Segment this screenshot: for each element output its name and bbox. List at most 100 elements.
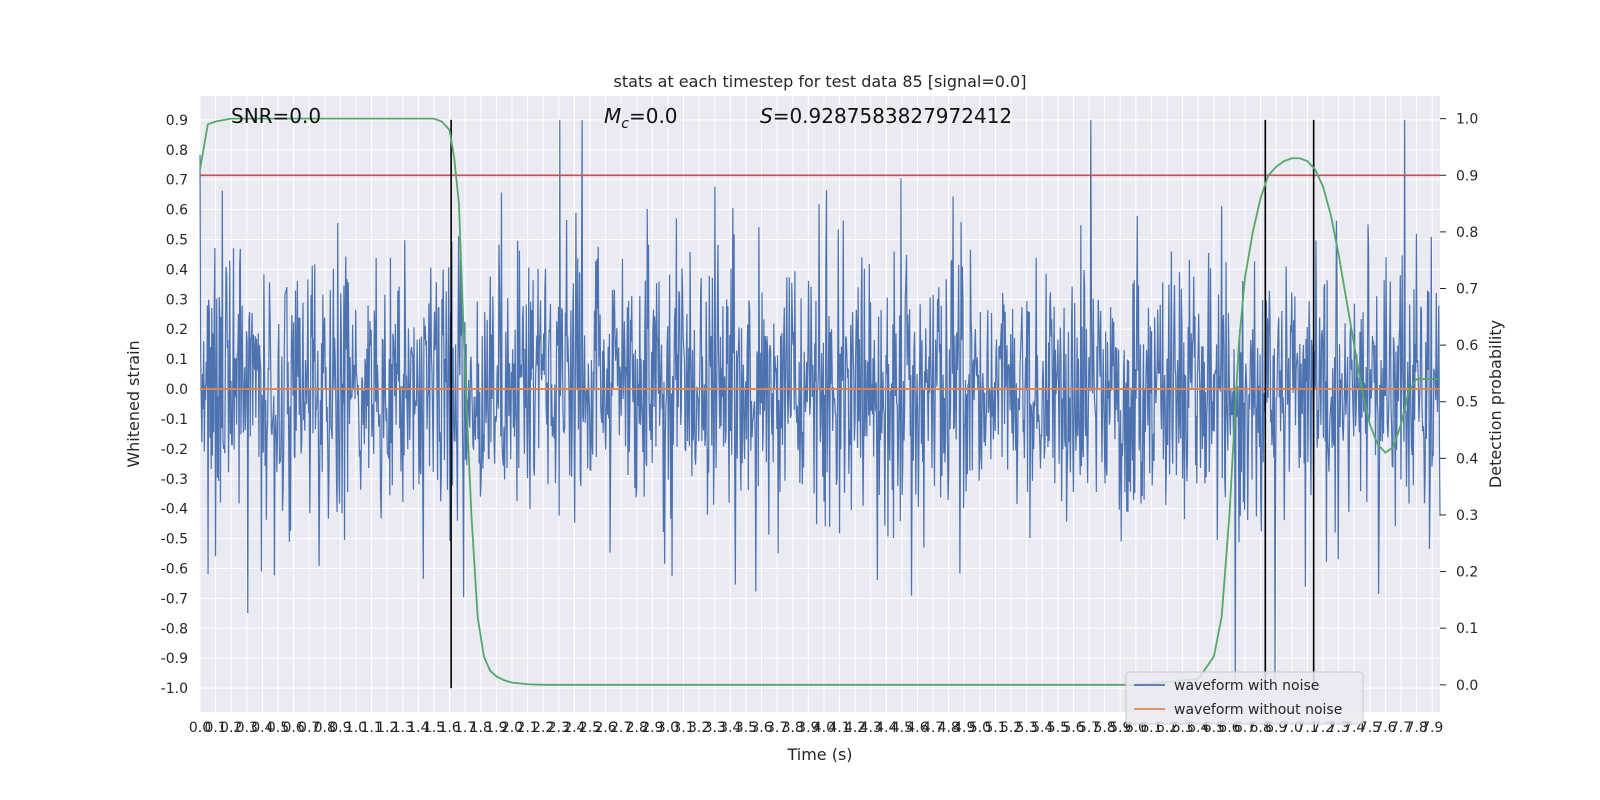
x-tick-label: 3.8 [782,720,804,736]
x-tick-label: 3.6 [750,720,772,736]
x-tick-label: 2.7 [610,720,632,736]
x-tick-label: 5.8 [1094,720,1116,736]
y2-tick-label: 0.4 [1456,451,1478,467]
y-tick-label: -0.8 [161,621,188,637]
x-tick-label: 4.5 [891,720,913,736]
x-tick-label: 3.9 [797,720,819,736]
x-tick-label: 4.7 [922,720,944,736]
y-tick-label: 0.8 [166,143,188,159]
x-tick-label: 3.1 [672,720,694,736]
x-tick-label: 2.8 [626,720,648,736]
x-tick-label: 2.3 [548,720,570,736]
x-tick-label: 1.6 [438,720,460,736]
y-tick-label: -1.0 [161,681,188,697]
x-tick-label: 7.7 [1390,720,1412,736]
x-tick-label: 0.9 [329,720,351,736]
x-tick-label: 7.6 [1374,720,1396,736]
y-tick-label: -0.5 [161,532,188,548]
x-tick-label: 4.8 [938,720,960,736]
chirp-mass-annotation: Mc=0.0 [604,104,678,132]
y-tick-label: -0.7 [161,591,188,607]
x-tick-label: 3.4 [719,720,741,736]
x-tick-label: 0.1 [204,720,226,736]
y-tick-label: 0.0 [166,382,188,398]
x-tick-label: 3.0 [657,720,679,736]
x-tick-label: 5.3 [1016,720,1038,736]
x-tick-label: 4.6 [906,720,928,736]
x-tick-label: 0.0 [189,720,211,736]
x-tick-label: 1.8 [470,720,492,736]
x-tick-label: 4.3 [860,720,882,736]
y-tick-label: 0.4 [166,262,188,278]
y-tick-label: 0.2 [166,322,188,338]
legend-box [1125,671,1364,725]
x-tick-label: 1.0 [345,720,367,736]
x-tick-label: 7.9 [1421,720,1443,736]
y-tick-label: 0.3 [166,292,188,308]
x-tick-label: 0.8 [314,720,336,736]
x-tick-label: 5.6 [1062,720,1084,736]
y-tick-labels: 0.9 0.8 0.7 0.6 0.5 0.4 0.3 0.2 0.1 0.0 -0.1 -0.2 -0… [161,113,188,697]
x-tick-label: 2.9 [641,720,663,736]
x-tick-label: 2.5 [579,720,601,736]
x-tick-label: 1.4 [407,720,429,736]
x-tick-label: 0.2 [220,720,242,736]
y-tick-label: 0.1 [166,352,188,368]
x-tick-label: 0.7 [298,720,320,736]
x-tick-label: 1.1 [360,720,382,736]
y2-tick-label: 0.6 [1456,338,1478,354]
x-tick-label: 0.3 [236,720,258,736]
y-tick-label: -0.2 [161,442,188,458]
y2-tick-labels: 1.0 0.9 0.8 0.7 0.6 0.5 0.4 0.3 0.2 0.1 0.0 [1440,112,1478,694]
x-tick-label: 1.9 [485,720,507,736]
y-tick-label: -0.9 [161,651,188,667]
y-tick-label: -0.6 [161,561,188,577]
x-tick-label: 3.7 [766,720,788,736]
x-tick-label: 2.4 [563,720,585,736]
legend-label-clean: waveform without noise [1174,702,1342,718]
y-tick-label: 0.9 [166,113,188,129]
x-tick-label: 5.7 [1078,720,1100,736]
x-tick-label: 7.8 [1405,720,1427,736]
y-tick-label: -0.1 [161,412,188,428]
x-tick-label: 4.4 [875,720,897,736]
y-tick-label: -0.3 [161,472,188,488]
y2-tick-label: 0.7 [1456,282,1478,298]
x-tick-label: 1.3 [392,720,414,736]
legend: waveform with noise waveform without noi… [1125,671,1364,725]
x-tick-label: 5.5 [1047,720,1069,736]
y2-axis-label: Detection probability [1486,320,1505,488]
chart-title: stats at each timestep for test data 85 … [614,72,1027,91]
y2-tick-label: 0.8 [1456,225,1478,241]
x-tick-label: 2.6 [594,720,616,736]
x-axis-label: Time (s) [786,745,852,764]
x-tick-label: 5.1 [984,720,1006,736]
y-axis-label: Whitened strain [124,340,143,467]
x-tick-label: 4.0 [813,720,835,736]
y-tick-label: 0.7 [166,173,188,189]
x-tick-label: 0.6 [282,720,304,736]
x-tick-label: 1.7 [454,720,476,736]
y-tick-label: -0.4 [161,502,188,518]
x-tick-label: 1.5 [423,720,445,736]
x-tick-label: 5.9 [1109,720,1131,736]
x-tick-label: 7.5 [1359,720,1381,736]
x-tick-label: 3.5 [735,720,757,736]
y-tick-label: 0.6 [166,203,188,219]
snr-annotation: SNR=0.0 [231,104,321,128]
y2-tick-label: 0.9 [1456,168,1478,184]
y2-tick-label: 0.1 [1456,621,1478,637]
y2-tick-label: 0.3 [1456,508,1478,524]
y2-tick-label: 0.0 [1456,678,1478,694]
x-tick-label: 4.9 [953,720,975,736]
x-tick-label: 5.2 [1000,720,1022,736]
x-tick-label: 3.3 [704,720,726,736]
s-annotation: S=0.9287583827972412 [760,104,1012,128]
x-tick-label: 1.2 [376,720,398,736]
x-tick-label: 4.2 [844,720,866,736]
y2-tick-label: 1.0 [1456,112,1478,128]
x-tick-label: 2.0 [501,720,523,736]
x-tick-label: 4.1 [828,720,850,736]
x-tick-label: 0.4 [251,720,273,736]
